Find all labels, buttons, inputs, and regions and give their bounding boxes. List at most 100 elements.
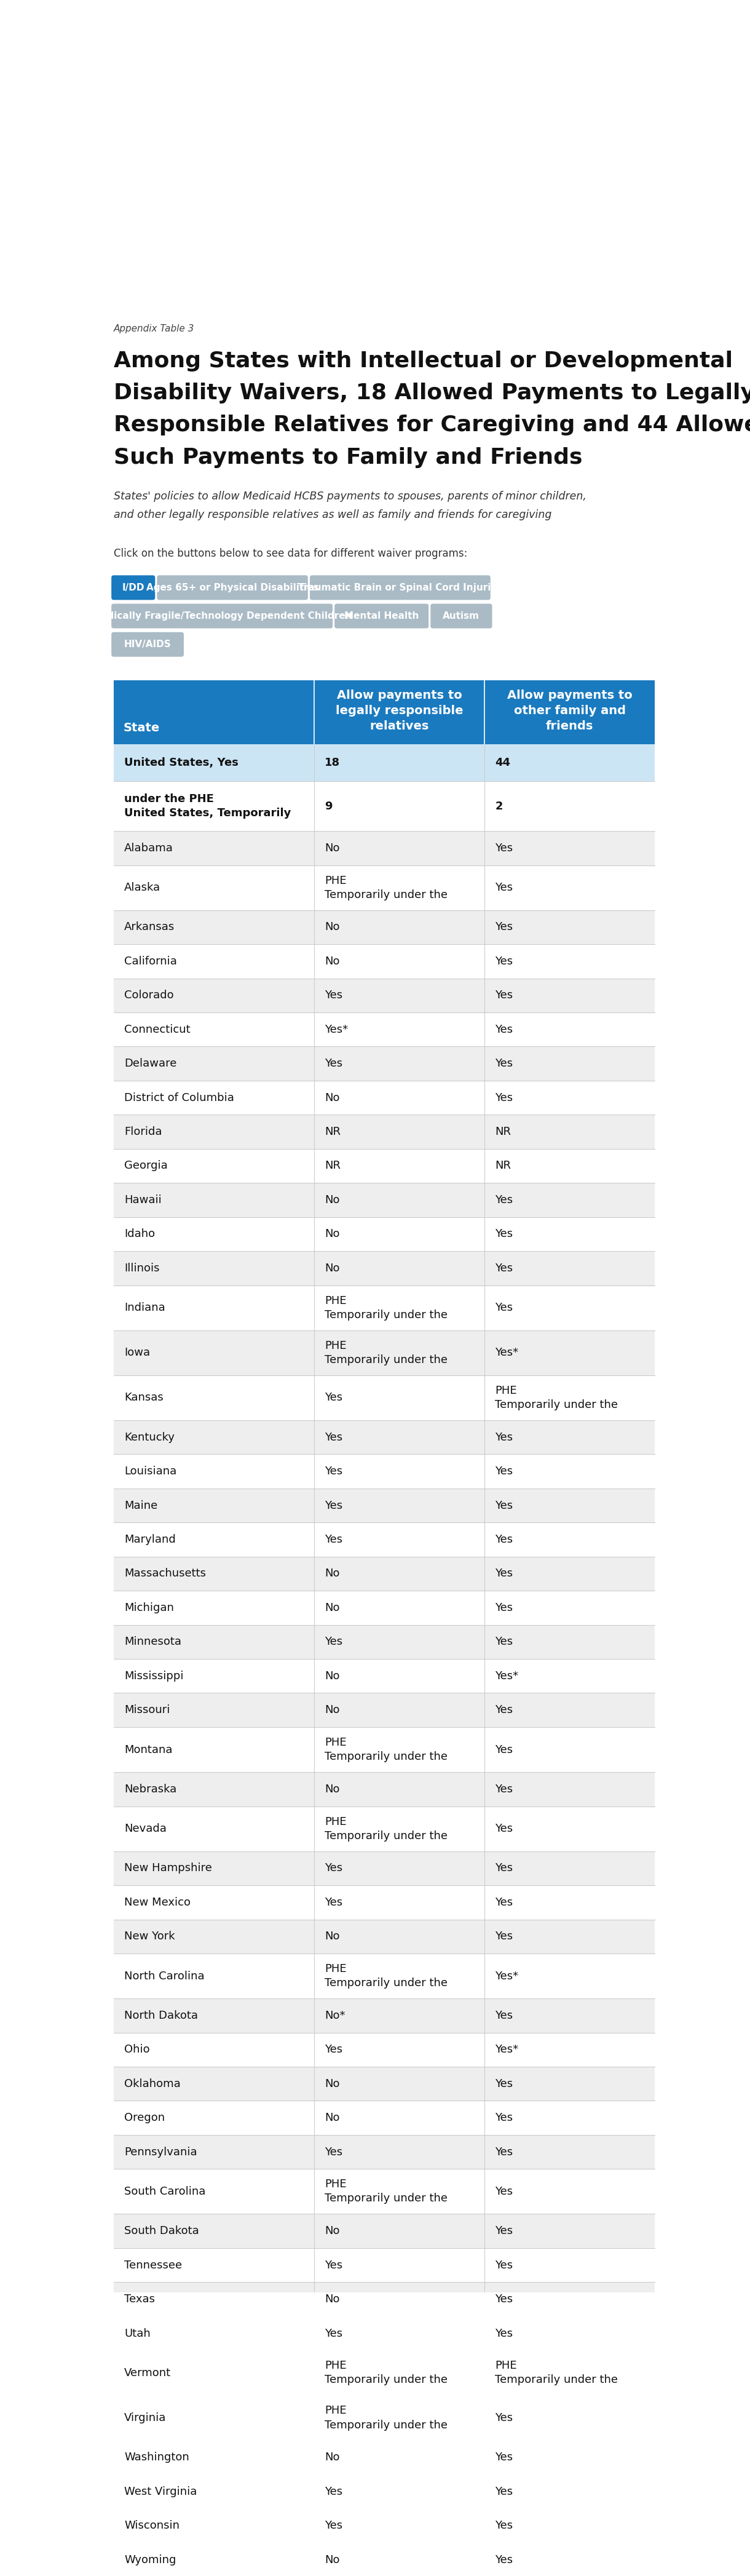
- Text: Minnesota: Minnesota: [125, 1636, 182, 1649]
- Text: Nebraska: Nebraska: [125, 1783, 177, 1795]
- Text: Among States with Intellectual or Developmental: Among States with Intellectual or Develo…: [114, 350, 733, 371]
- Text: Ages 65+ or Physical Disabilities: Ages 65+ or Physical Disabilities: [146, 582, 319, 592]
- Bar: [114, 2066, 655, 2102]
- Bar: [114, 1489, 655, 1522]
- Text: Yes: Yes: [325, 1466, 343, 1476]
- Bar: [114, 945, 655, 979]
- Text: NR: NR: [495, 1126, 511, 1139]
- Text: Idaho: Idaho: [125, 1229, 155, 1239]
- Text: No: No: [325, 1092, 340, 1103]
- Text: Illinois: Illinois: [125, 1262, 160, 1273]
- Text: Yes: Yes: [495, 1602, 513, 1613]
- Text: Yes: Yes: [495, 2519, 513, 2532]
- Bar: [114, 2213, 655, 2249]
- Text: Massachusetts: Massachusetts: [125, 1569, 206, 1579]
- Text: Alabama: Alabama: [125, 842, 173, 853]
- Text: other family and: other family and: [514, 706, 626, 716]
- Text: NR: NR: [495, 1159, 511, 1172]
- Text: Yes: Yes: [325, 2045, 343, 2056]
- Text: North Dakota: North Dakota: [125, 2009, 198, 2022]
- Text: Yes: Yes: [325, 1636, 343, 1649]
- Text: Temporarily under the: Temporarily under the: [325, 889, 448, 899]
- Bar: [114, 1692, 655, 1726]
- Text: No: No: [325, 1932, 340, 1942]
- FancyBboxPatch shape: [112, 631, 184, 657]
- Bar: [114, 2396, 655, 2439]
- Text: Yes: Yes: [495, 1499, 513, 1512]
- Text: Oregon: Oregon: [125, 2112, 165, 2123]
- Text: Medically Fragile/Technology Dependent Children: Medically Fragile/Technology Dependent C…: [92, 611, 352, 621]
- Bar: [114, 2476, 655, 2509]
- Text: Temporarily under the: Temporarily under the: [495, 1399, 618, 1412]
- Bar: [114, 1726, 655, 1772]
- Bar: [114, 1455, 655, 1489]
- Text: PHE: PHE: [325, 1963, 346, 1973]
- Bar: [114, 979, 655, 1012]
- Text: United States, Temporarily: United States, Temporarily: [125, 809, 291, 819]
- Text: Yes: Yes: [325, 1535, 343, 1546]
- Text: No: No: [325, 2555, 340, 2566]
- Text: Mississippi: Mississippi: [125, 1669, 184, 1682]
- Bar: [114, 1285, 655, 1329]
- Text: No: No: [325, 1229, 340, 1239]
- Text: Yes: Yes: [495, 2112, 513, 2123]
- Text: Alaska: Alaska: [125, 881, 160, 894]
- Text: Yes: Yes: [495, 956, 513, 966]
- Text: Yes: Yes: [495, 1059, 513, 1069]
- Text: North Carolina: North Carolina: [125, 1971, 205, 1981]
- Text: Temporarily under the: Temporarily under the: [495, 2375, 618, 2385]
- Bar: [114, 1082, 655, 1115]
- Text: relatives: relatives: [370, 719, 429, 732]
- Text: Texas: Texas: [125, 2293, 155, 2306]
- Text: HIV/AIDS: HIV/AIDS: [124, 639, 171, 649]
- Text: Yes: Yes: [495, 1535, 513, 1546]
- Text: Utah: Utah: [125, 2329, 151, 2339]
- Bar: [114, 2543, 655, 2576]
- Text: Temporarily under the: Temporarily under the: [325, 1832, 448, 1842]
- Text: Yes: Yes: [495, 2146, 513, 2159]
- Text: PHE: PHE: [325, 2179, 346, 2190]
- Text: Yes: Yes: [325, 2486, 343, 2496]
- Text: No: No: [325, 842, 340, 853]
- Text: Yes: Yes: [325, 1862, 343, 1873]
- Text: Yes: Yes: [495, 1092, 513, 1103]
- Text: Kentucky: Kentucky: [125, 1432, 175, 1443]
- Text: No: No: [325, 2452, 340, 2463]
- Bar: [114, 1522, 655, 1556]
- Text: West Virginia: West Virginia: [125, 2486, 197, 2496]
- Text: Allow payments to: Allow payments to: [337, 690, 462, 701]
- Text: Yes: Yes: [325, 1059, 343, 1069]
- Text: Maryland: Maryland: [125, 1535, 176, 1546]
- Text: Autism: Autism: [442, 611, 480, 621]
- Text: Delaware: Delaware: [125, 1059, 177, 1069]
- Text: New Hampshire: New Hampshire: [125, 1862, 212, 1873]
- Text: Appendix Table 3: Appendix Table 3: [114, 325, 194, 332]
- Text: under the PHE: under the PHE: [125, 793, 214, 804]
- Text: Yes: Yes: [495, 2555, 513, 2566]
- Text: No*: No*: [325, 2009, 345, 2022]
- Bar: [114, 909, 655, 945]
- Text: No: No: [325, 1783, 340, 1795]
- Text: Yes: Yes: [495, 2009, 513, 2022]
- Text: Yes: Yes: [495, 1229, 513, 1239]
- Text: Yes: Yes: [495, 1862, 513, 1873]
- Text: Yes: Yes: [495, 1262, 513, 1273]
- Text: Maine: Maine: [125, 1499, 158, 1512]
- Text: No: No: [325, 922, 340, 933]
- Bar: [114, 1115, 655, 1149]
- Text: Yes: Yes: [495, 2079, 513, 2089]
- Text: No: No: [325, 2293, 340, 2306]
- Bar: [114, 744, 655, 781]
- FancyBboxPatch shape: [112, 574, 155, 600]
- Bar: [114, 2249, 655, 2282]
- Bar: [114, 781, 655, 832]
- Text: NR: NR: [325, 1159, 340, 1172]
- Text: Oklahoma: Oklahoma: [125, 2079, 181, 2089]
- Bar: [114, 1329, 655, 1376]
- Bar: [114, 2509, 655, 2543]
- Text: Vermont: Vermont: [125, 2367, 171, 2378]
- FancyBboxPatch shape: [112, 603, 333, 629]
- Bar: [114, 1149, 655, 1182]
- Bar: [114, 2349, 655, 2396]
- Text: Arkansas: Arkansas: [125, 922, 175, 933]
